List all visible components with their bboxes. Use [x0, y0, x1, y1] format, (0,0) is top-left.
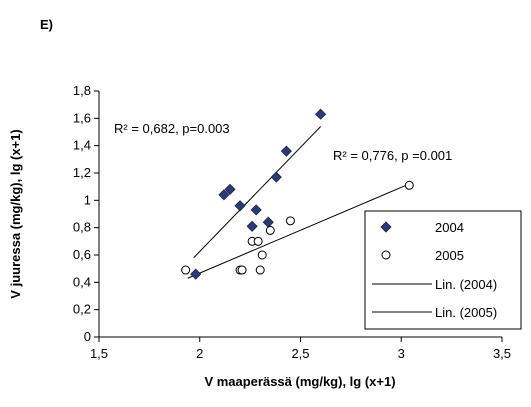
point-2005 [257, 250, 267, 260]
x-tick-label: 3 [398, 346, 405, 361]
y-tick-label: 1,4 [73, 138, 91, 153]
point-2005 [285, 216, 295, 226]
data-points [181, 108, 414, 280]
point-2004 [224, 183, 236, 195]
legend-label-lin-2005: Lin. (2005) [435, 305, 497, 320]
y-tick-label: 0,6 [73, 247, 91, 262]
legend-marker-2005 [381, 250, 391, 260]
point-2004 [280, 145, 292, 157]
legend-marker-2004 [380, 221, 392, 233]
point-2005 [253, 236, 263, 246]
point-2004 [315, 108, 327, 120]
legend-label-2004: 2004 [435, 220, 464, 235]
x-tick-label: 1,5 [90, 346, 108, 361]
y-tick-label: 0 [84, 329, 91, 344]
point-2004 [246, 220, 258, 232]
point-2004 [250, 204, 262, 216]
x-tick-label: 3,5 [493, 346, 511, 361]
x-axis-ticks: 1,5 2 2,5 3 3,5 [90, 337, 511, 361]
y-axis-label: V juuressa (mg/kg), lg (x+1) [8, 129, 23, 298]
y-axis-ticks: 0 0,2 0,4 0,6 0,8 1 1,2 1,4 1,6 1,8 [73, 83, 99, 344]
y-tick-label: 0,2 [73, 302, 91, 317]
point-2004 [262, 216, 274, 228]
legend-box [364, 210, 522, 330]
trendline-2004-annotation: R² = 0,682, p=0.003 [114, 121, 230, 136]
point-2004 [218, 189, 230, 201]
point-2005 [265, 225, 275, 235]
trendlines [187, 126, 410, 279]
y-tick-label: 1,6 [73, 110, 91, 125]
point-2005 [404, 180, 414, 190]
point-2004 [190, 268, 202, 280]
point-2005 [181, 265, 191, 275]
y-tick-label: 0,8 [73, 220, 91, 235]
legend-label-2005: 2005 [435, 248, 464, 263]
x-tick-label: 2,5 [291, 346, 309, 361]
legend-label-lin-2004: Lin. (2004) [435, 277, 497, 292]
y-tick-label: 0,4 [73, 274, 91, 289]
trendline-2005-annotation: R² = 0,776, p =0.001 [333, 148, 452, 163]
y-tick-label: 1 [84, 192, 91, 207]
x-axis-label: V maaperässä (mg/kg), lg (x+1) [204, 374, 395, 389]
legend: 2004 2005 Lin. (2004) Lin. (2005) [364, 210, 522, 330]
panel-label: E) [40, 17, 53, 32]
trendline-2005 [187, 183, 410, 279]
trendline-2004 [193, 126, 322, 259]
point-2005 [237, 265, 247, 275]
point-2005 [255, 265, 265, 275]
y-tick-label: 1,8 [73, 83, 91, 98]
point-2004 [270, 171, 282, 183]
y-tick-label: 1,2 [73, 165, 91, 180]
point-2004 [234, 200, 246, 212]
x-tick-label: 2 [196, 346, 203, 361]
